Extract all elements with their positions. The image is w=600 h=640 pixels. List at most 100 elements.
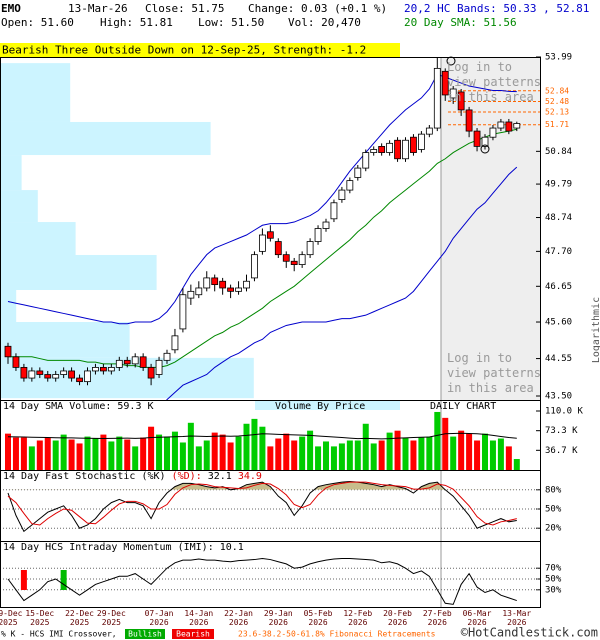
candle-body: [282, 254, 290, 262]
candle-body: [84, 370, 91, 383]
candle-body: [36, 370, 44, 375]
candle-body: [497, 121, 505, 129]
bullish-bg: [125, 629, 165, 639]
x-tick-label: 22-Dec 2025: [65, 609, 94, 627]
candle-body: [306, 241, 314, 256]
volume-bar: [156, 434, 163, 470]
y-tick-label: 73.3 K: [545, 426, 578, 436]
y-tick-label: 44.55: [545, 354, 572, 364]
volume-bar: [140, 437, 147, 470]
volume-bar: [100, 434, 107, 470]
volume-bar: [148, 426, 155, 470]
x-tick-label: 12-Feb 2026: [343, 609, 373, 627]
y-tick-label: 70%: [545, 564, 562, 574]
bearish-crossover: [20, 570, 27, 590]
volume-bar: [267, 446, 274, 470]
y-tick-label: 43.50: [545, 392, 572, 402]
fibonacci-label: 52.84: [545, 86, 569, 95]
volume-bar: [474, 440, 481, 470]
open: Open: 51.60: [1, 16, 74, 29]
volume-bar: [394, 430, 401, 470]
volume-bar: [60, 434, 67, 470]
copyright: ©HotCandlestick.com: [461, 626, 598, 640]
volume-bar: [227, 442, 234, 470]
volume-bar: [164, 436, 170, 470]
y-axis-title: Logarithmic: [591, 297, 600, 363]
candle-body: [4, 345, 12, 358]
candle-body: [465, 109, 473, 132]
x-tick-label: 29-Dec 2025: [96, 609, 126, 627]
volume-bar: [426, 436, 433, 470]
x-tick-label: 07-Jan 2026: [144, 609, 174, 627]
volume-bar: [386, 432, 393, 470]
vbp-bar: [0, 254, 157, 291]
pattern-area: [441, 58, 540, 400]
volume-bar: [497, 438, 504, 470]
momentum-line: [7, 557, 517, 605]
y-tick-label: 49.79: [545, 180, 572, 190]
candle-body: [457, 91, 465, 111]
fibonacci-label: 52.13: [545, 108, 569, 117]
y-tick-label: 50%: [545, 575, 562, 585]
x-tick-label: 05-Feb 2026: [303, 609, 333, 627]
volume-bar: [466, 433, 473, 470]
volume-bar: [259, 426, 266, 470]
candle-body: [115, 359, 123, 368]
candle-body: [449, 88, 457, 99]
y-tick-label: 48.74: [545, 213, 572, 223]
volume-bar: [251, 418, 258, 470]
change: Change: 0.03 (+0.1 %): [248, 2, 387, 15]
stochastic-line: [7, 481, 517, 526]
y-tick-label: 46.65: [545, 282, 572, 292]
candle-body: [330, 202, 338, 220]
pattern-banner: [0, 43, 400, 57]
volume-title: 14 Day SMA Volume: 59.3 K: [3, 401, 154, 412]
volume-bar: [370, 443, 377, 470]
candle-body: [76, 377, 83, 383]
volume-bar: [505, 446, 512, 470]
vbp-bar: [0, 190, 38, 223]
volume-bar: [410, 440, 417, 470]
volume-bar: [307, 430, 314, 470]
vbp-bar: [0, 222, 76, 255]
stochastic-line: [7, 480, 517, 533]
volume-bar: [76, 443, 83, 470]
volume-bar: [458, 430, 465, 470]
candle-body: [370, 149, 378, 153]
candle-body: [155, 359, 163, 375]
volume-bar: [171, 431, 178, 470]
candle-body: [338, 189, 346, 200]
volume-bar: [323, 441, 329, 470]
candle-body: [290, 260, 298, 265]
momentum-panel: 70%50%30%: [0, 557, 562, 605]
fibonacci-label: 52.48: [545, 97, 569, 106]
x-tick-label: 06-Mar 2026: [462, 609, 492, 627]
bands-legend: 20,2 HC Bands: 50.33 , 52.81: [404, 2, 589, 15]
y-tick-label: 47.70: [545, 247, 572, 257]
volume-bar: [513, 459, 520, 470]
symbol: EMO: [1, 2, 21, 15]
candle-body: [513, 123, 521, 129]
volume-bar: [489, 440, 496, 470]
candle-body: [346, 180, 354, 191]
candle-body: [251, 254, 258, 279]
candle-body: [20, 367, 28, 379]
stochastic-title: 14 Day Fast Stochastic (%K) (%D): 32.1 3…: [3, 471, 262, 482]
volume-bar: [195, 446, 202, 470]
vbp-bar: [0, 63, 71, 122]
candle-body: [227, 287, 235, 292]
candle-body: [187, 290, 195, 299]
volume-bar: [52, 440, 59, 470]
candle-body: [394, 139, 401, 160]
volume-bar: [442, 417, 449, 470]
candle-body: [362, 152, 370, 169]
volume-bar: [378, 440, 385, 470]
y-tick-label: 45.60: [545, 318, 572, 328]
candle-body: [203, 277, 211, 289]
candle-body: [378, 146, 386, 153]
volume-bar: [291, 440, 298, 470]
candle-body: [12, 356, 20, 368]
candle-body: [139, 356, 147, 368]
volume-bar: [482, 433, 488, 470]
volume-bar: [36, 440, 43, 470]
